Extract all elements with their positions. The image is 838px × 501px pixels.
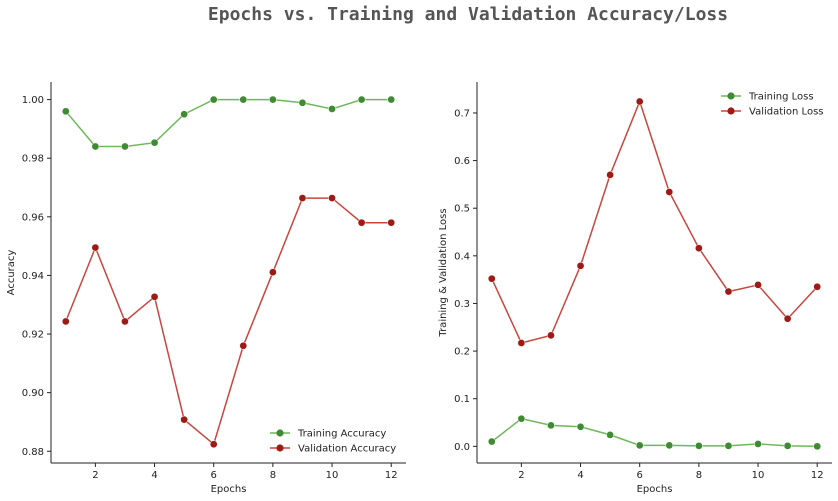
- y-tick-label: 0.94: [22, 271, 44, 282]
- data-point: [269, 268, 277, 277]
- data-point: [150, 292, 159, 301]
- data-point: [695, 442, 703, 450]
- y-tick-label: 0.96: [22, 212, 44, 223]
- data-point: [387, 218, 396, 227]
- x-tick-label: 2: [92, 470, 98, 481]
- data-point: [91, 142, 100, 151]
- x-axis-label: Epochs: [211, 484, 247, 495]
- x-axis-label: Epochs: [637, 484, 673, 495]
- data-point: [357, 95, 366, 104]
- y-tick-label: 0.6: [454, 156, 470, 167]
- data-point: [665, 441, 674, 450]
- data-point: [61, 317, 70, 326]
- data-point: [121, 317, 129, 326]
- y-tick-label: 0.7: [454, 108, 470, 119]
- data-point: [576, 261, 585, 270]
- data-point: [298, 98, 307, 107]
- data-point: [695, 244, 703, 253]
- data-point: [547, 421, 555, 430]
- y-tick-label: 0.4: [454, 251, 470, 262]
- data-point: [387, 95, 396, 104]
- y-tick-label: 0.3: [454, 299, 470, 310]
- data-point: [635, 97, 644, 106]
- data-point: [783, 442, 792, 450]
- y-tick-label: 1.00: [22, 95, 44, 106]
- data-point: [209, 440, 218, 449]
- x-tick-label: 6: [637, 470, 643, 481]
- data-point: [298, 194, 307, 202]
- data-point: [328, 105, 336, 113]
- data-point: [180, 110, 188, 119]
- data-point: [91, 243, 100, 252]
- y-tick-label: 0.98: [22, 154, 44, 165]
- data-point: [606, 171, 614, 179]
- series-line: [65, 98, 392, 148]
- y-tick-label: 0.90: [22, 388, 44, 399]
- data-point: [783, 314, 792, 323]
- data-point: [209, 95, 218, 104]
- data-point: [180, 415, 188, 424]
- x-tick-label: 4: [577, 470, 583, 481]
- legend-label: Training Loss: [748, 92, 814, 103]
- x-tick-label: 12: [811, 470, 824, 481]
- series-line: [491, 417, 818, 448]
- x-tick-label: 8: [270, 470, 276, 481]
- data-point: [547, 331, 555, 340]
- data-point: [576, 422, 585, 431]
- figure-title: Epochs vs. Training and Validation Accur…: [207, 4, 729, 25]
- legend-marker: [276, 429, 284, 437]
- data-point: [754, 281, 762, 289]
- data-point: [121, 142, 129, 151]
- data-point: [239, 95, 248, 104]
- legend-marker: [276, 444, 284, 452]
- data-point: [754, 440, 762, 448]
- data-point: [239, 341, 248, 350]
- y-tick-label: 0.88: [22, 447, 44, 458]
- data-point: [328, 194, 336, 202]
- data-point: [606, 431, 614, 439]
- data-point: [724, 442, 733, 450]
- data-point: [813, 442, 822, 451]
- series-line: [65, 197, 392, 446]
- data-point: [813, 282, 822, 291]
- data-point: [487, 437, 496, 446]
- y-axis-label: Accuracy: [6, 250, 17, 296]
- data-point: [724, 287, 733, 296]
- x-tick-label: 10: [752, 470, 765, 481]
- y-tick-label: 0.1: [454, 394, 470, 405]
- y-tick-label: 0.2: [454, 347, 470, 358]
- data-point: [487, 274, 496, 283]
- x-tick-label: 2: [518, 470, 524, 481]
- legend-marker: [727, 92, 735, 100]
- x-tick-label: 10: [326, 470, 339, 481]
- legend-label: Validation Accuracy: [298, 444, 396, 455]
- x-tick-label: 6: [211, 470, 217, 481]
- data-point: [150, 138, 159, 147]
- legend-label: Validation Loss: [749, 107, 824, 118]
- data-point: [665, 188, 674, 196]
- y-tick-label: 0.5: [454, 204, 470, 215]
- y-tick-label: 0.0: [454, 442, 470, 453]
- series-line: [491, 99, 818, 344]
- data-point: [61, 107, 70, 116]
- data-point: [517, 339, 526, 347]
- legend-marker: [727, 107, 735, 115]
- x-tick-label: 12: [385, 470, 398, 481]
- y-axis-label: Training & Validation Loss: [438, 208, 449, 337]
- legend-label: Training Accuracy: [297, 429, 386, 440]
- x-tick-label: 4: [151, 470, 157, 481]
- data-point: [269, 95, 277, 104]
- x-tick-label: 8: [696, 470, 702, 481]
- y-tick-label: 0.92: [22, 330, 44, 341]
- data-point: [635, 441, 644, 450]
- data-point: [357, 218, 366, 227]
- data-point: [517, 414, 526, 423]
